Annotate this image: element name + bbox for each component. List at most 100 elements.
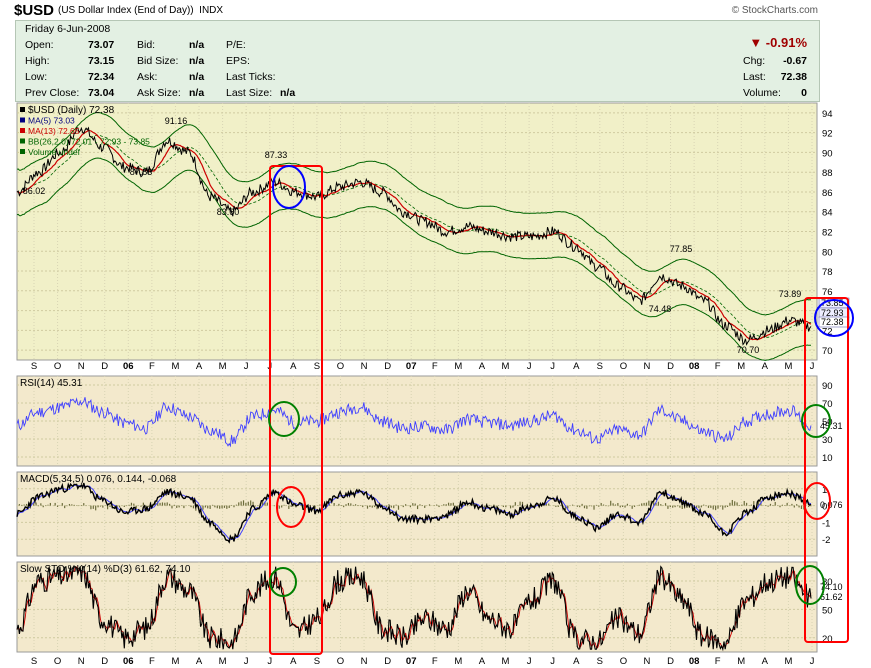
month-label: A <box>573 656 580 667</box>
brand-link[interactable]: © StockCharts.com <box>731 5 818 16</box>
price-annotation: 86.02 <box>23 186 46 196</box>
month-label: A <box>290 361 297 372</box>
rsi-last-label: 45.31 <box>820 421 843 431</box>
month-label: D <box>101 361 108 372</box>
stoch-last-label: 74.10 <box>820 582 843 592</box>
month-label: A <box>479 656 486 667</box>
price-annotation: 91.16 <box>165 116 188 126</box>
macd-last-label: 0.076 <box>820 500 843 510</box>
annotation-blue-circle <box>272 165 306 209</box>
price-annotation: 74.48 <box>649 304 672 314</box>
open-value: 73.07 <box>88 39 115 51</box>
quote-date: Friday 6-Jun-2008 <box>25 23 111 35</box>
month-label: A <box>196 361 203 372</box>
y-tick-label: 72 <box>822 326 833 337</box>
month-label: N <box>78 361 85 372</box>
month-label: O <box>54 656 61 667</box>
quote-panel: Friday 6-Jun-2008 Open: 73.07 High: 73.1… <box>15 20 820 102</box>
month-label: S <box>314 361 320 372</box>
month-label: A <box>479 361 486 372</box>
month-label: A <box>290 656 297 667</box>
month-label: N <box>78 656 85 667</box>
annotation-red-circle <box>276 486 306 528</box>
month-label: O <box>54 361 61 372</box>
month-label: O <box>337 361 344 372</box>
month-label: S <box>597 361 603 372</box>
annotation-blue-circle-right <box>814 299 854 337</box>
month-label: D <box>101 656 108 667</box>
pe-label: P/E: <box>226 39 246 51</box>
y-tick-label: 76 <box>822 287 833 298</box>
price-annotation: 83.60 <box>217 207 240 217</box>
stoch-k-line <box>16 565 812 652</box>
y-tick-label: 90 <box>822 148 833 159</box>
stoch-last-label: 61.62 <box>820 592 843 602</box>
y-tick-label: 10 <box>822 453 833 464</box>
month-label: 08 <box>689 361 700 372</box>
last-size-value: n/a <box>280 87 296 99</box>
rsi-line <box>16 397 812 448</box>
annotation-red-box-right <box>804 297 849 643</box>
month-label: J <box>244 656 249 667</box>
legend-swatch <box>20 128 25 133</box>
month-label: F <box>149 656 155 667</box>
month-label: S <box>31 361 37 372</box>
symbol-description: (US Dollar Index (End of Day)) INDX <box>58 5 223 16</box>
price-annotation: 87.83 <box>130 167 153 177</box>
y-tick-label: 92 <box>822 129 833 140</box>
y-tick-label: 86 <box>822 188 833 199</box>
chg-value: -0.67 <box>783 55 807 67</box>
legend-swatch <box>20 117 25 123</box>
ask-size-label: Ask Size: <box>137 87 181 99</box>
prev-close-label: Prev Close: <box>25 87 80 99</box>
month-label: A <box>762 656 769 667</box>
month-label: M <box>737 361 745 372</box>
month-label: M <box>219 656 227 667</box>
month-label: D <box>384 361 391 372</box>
month-label: J <box>550 361 555 372</box>
volume-value: 0 <box>801 87 807 99</box>
month-label: A <box>573 361 580 372</box>
legend-swatch <box>20 107 25 112</box>
bollinger-upper-line <box>16 111 811 316</box>
y-tick-label: -2 <box>822 535 830 546</box>
month-label: J <box>527 361 532 372</box>
annotation-red-circle-right <box>803 482 831 520</box>
month-label: M <box>219 361 227 372</box>
last-value-label: 72.38 <box>821 317 844 327</box>
symbol: $USD <box>14 2 55 19</box>
legend-entry: $USD (Daily) 72.38 <box>28 105 115 116</box>
month-label: M <box>454 656 462 667</box>
last-size-label: Last Size: <box>226 87 273 99</box>
percent-change: ▼ -0.91% <box>749 35 807 50</box>
chg-label: Chg: <box>743 55 766 67</box>
month-label: O <box>620 361 627 372</box>
month-label: M <box>784 361 792 372</box>
high-value: 73.15 <box>88 55 115 67</box>
legend-swatch <box>20 138 25 144</box>
annotation-red-box <box>269 165 323 655</box>
y-tick-label: 20 <box>822 634 833 645</box>
month-label: 06 <box>123 656 134 667</box>
price-annotation: 73.89 <box>779 289 802 299</box>
bollinger-lower-line <box>16 157 811 361</box>
low-value: 72.34 <box>88 71 115 83</box>
exchange: INDX <box>199 5 224 16</box>
last-value-label: 72.93 <box>821 308 844 318</box>
y-tick-label: -1 <box>822 518 830 529</box>
y-tick-label: 88 <box>822 168 833 179</box>
eps-label: EPS: <box>226 55 250 67</box>
month-label: A <box>762 361 769 372</box>
month-label: N <box>361 656 368 667</box>
legend-entry: Volume undef <box>28 147 81 157</box>
month-label: J <box>244 361 249 372</box>
y-tick-label: 80 <box>822 577 833 588</box>
legend-entry: MA(5) 73.03 <box>28 116 75 126</box>
month-label: 07 <box>406 656 417 667</box>
month-label: 08 <box>689 656 700 667</box>
stoch-legend: Slow STO %K(14) %D(3) 61.62, 74.10 <box>20 564 191 575</box>
month-label: N <box>644 361 651 372</box>
month-label: M <box>171 656 179 667</box>
bid-size-label: Bid Size: <box>137 55 179 67</box>
